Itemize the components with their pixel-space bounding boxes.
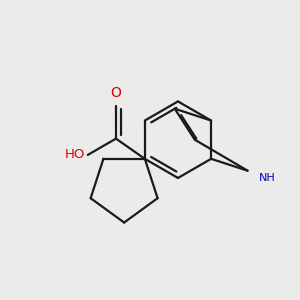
Text: NH: NH — [259, 173, 275, 183]
Text: O: O — [110, 86, 122, 100]
Text: HO: HO — [64, 148, 85, 161]
